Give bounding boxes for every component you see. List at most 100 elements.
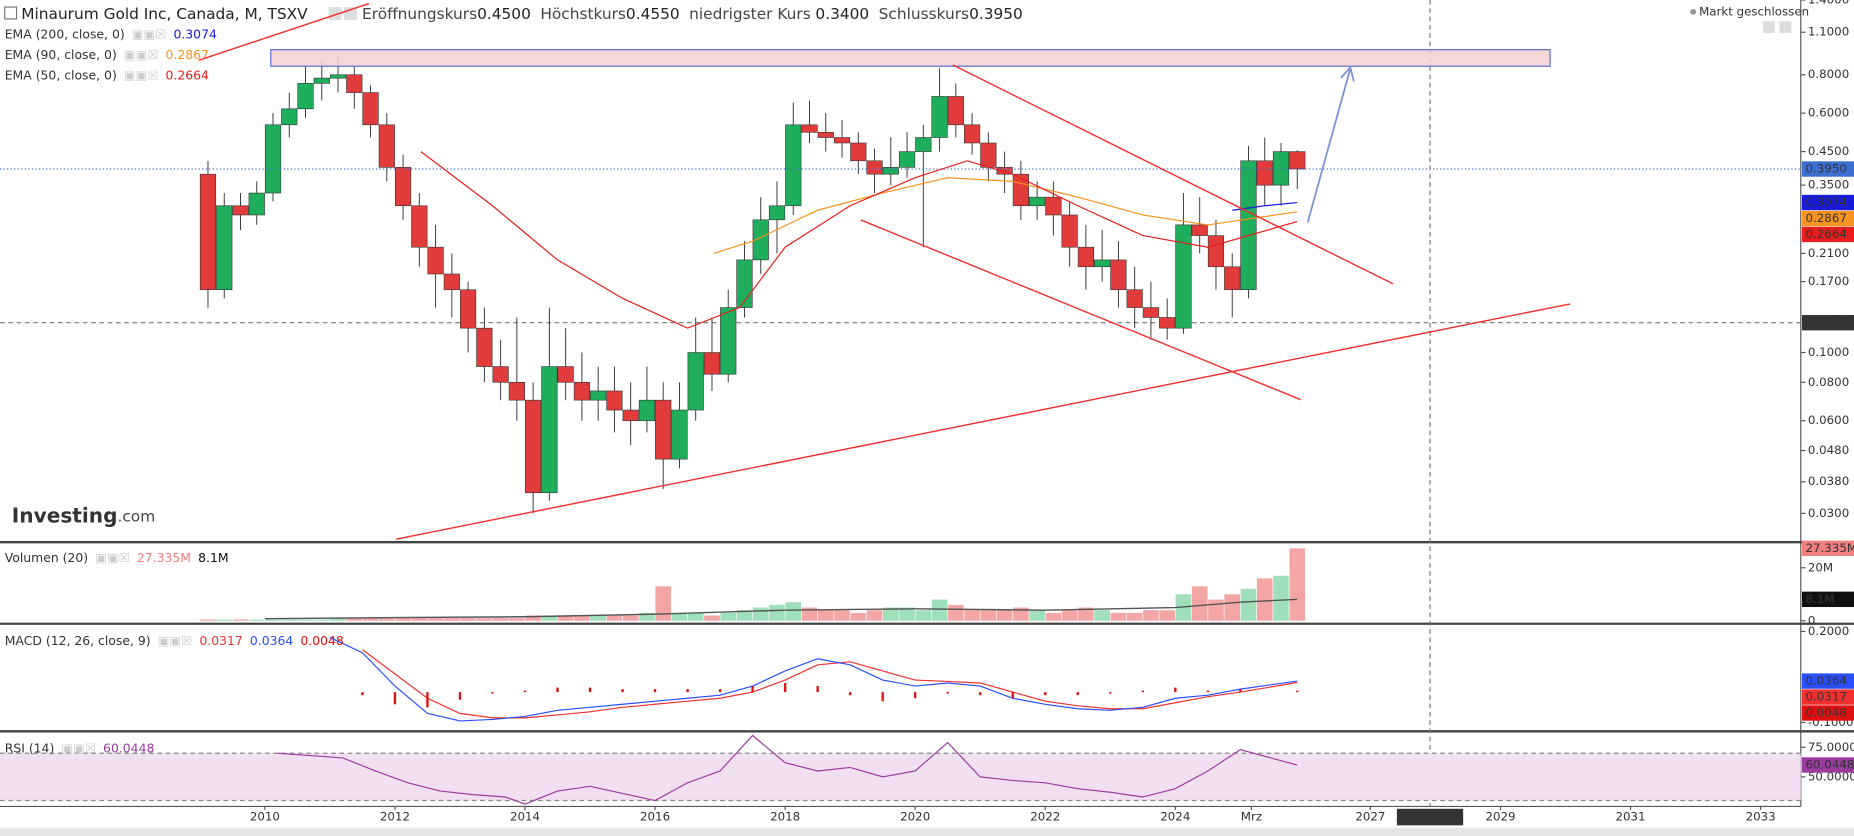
volume-bar [590, 615, 606, 621]
candle-body [1077, 246, 1094, 268]
candle-body [329, 74, 347, 79]
histogram-bar [361, 692, 364, 696]
legend-icons: ▣▣☒ [132, 26, 167, 41]
trend-line [198, 2, 370, 61]
status-dot [1690, 8, 1697, 15]
candle-body [378, 124, 395, 168]
volume-bar [395, 618, 411, 621]
value-label-bg [1801, 540, 1854, 557]
ema-line [420, 151, 1298, 329]
legend-value: 0.3074 [173, 26, 217, 41]
candle-body [411, 205, 428, 248]
icon[interactable] [1779, 21, 1792, 34]
legend: Volumen (20) ▣▣☒ 27.335M 8.1M [5, 550, 229, 565]
ohlc-value: 0.4550 [626, 5, 680, 23]
y-tick-label: 0.0600 [1808, 413, 1849, 427]
value-label: 27.335M [1806, 541, 1854, 555]
y-tick-label: 0.8000 [1808, 67, 1849, 81]
y-tick-label: 0 [1808, 613, 1816, 627]
candle-body [915, 137, 932, 152]
legend-value: 0.0317 [199, 632, 242, 647]
candle-body [866, 160, 883, 175]
volume-bar [834, 610, 850, 621]
pane: 0 20M [200, 548, 1833, 627]
histogram-bar [393, 692, 397, 705]
volume-bar [801, 607, 818, 621]
volume-bar [687, 612, 704, 621]
target-arrow-head [1340, 65, 1355, 82]
y-tick-label: 0.3500 [1808, 178, 1849, 192]
histogram-bar [1011, 692, 1014, 699]
histogram-bar [946, 692, 949, 694]
y-tick-label: 0.0300 [1808, 506, 1849, 520]
candle-body [525, 399, 542, 494]
volume-bar [411, 618, 428, 621]
candle-body [362, 92, 379, 126]
volume-bar [460, 618, 476, 621]
value-label-bg [1801, 161, 1854, 177]
volume-bar [931, 599, 948, 621]
volume-bar [1289, 548, 1306, 621]
legend-value: 0.0364 [250, 632, 294, 647]
volume-bar [1240, 588, 1257, 621]
ohlc-value: 0.3400 [815, 5, 869, 23]
volume-bar [883, 607, 899, 621]
histogram-bar [1174, 687, 1177, 693]
legend-value: 60.0448 [103, 740, 154, 755]
value-label: 60.0448 [1806, 757, 1854, 771]
value-label: 0.2664 [1806, 227, 1847, 241]
volume-bar [1273, 575, 1289, 621]
legend-icons: ▣▣☒ [61, 740, 96, 755]
candle-body [980, 142, 997, 168]
candle-body [492, 366, 509, 383]
histogram-bar [458, 692, 462, 700]
y-tick-label: 0.0800 [1808, 375, 1849, 389]
volume-ma [264, 598, 1298, 620]
legend-value: 8.1M [198, 550, 228, 565]
indicator-line [277, 734, 1298, 805]
value-label: 0.3074 [1806, 195, 1847, 209]
logo-suffix: .com [117, 507, 155, 525]
candle-body [459, 289, 477, 329]
volume-bar [817, 610, 834, 621]
ohlc-label: Höchstkurs [540, 5, 626, 23]
volume-bar [476, 618, 493, 621]
y-tick-label: 0.2000 [1808, 624, 1849, 638]
value-label-bg [1801, 210, 1854, 227]
candle-body [199, 173, 217, 291]
y-tick-label: 50.0000 [1808, 769, 1854, 783]
legend-name: EMA (200, close, 0) [5, 26, 125, 41]
legend-icons: ▣▣☒ [158, 632, 193, 647]
volume-bar [785, 602, 802, 621]
logo-main: Investing [12, 503, 118, 527]
icon[interactable] [328, 7, 342, 21]
legend: RSI (14) ▣▣☒ 60.0448 [5, 740, 155, 755]
candle-body [817, 131, 834, 138]
legend: MACD (12, 26, close, 9) ▣▣☒ 0.0317 0.0364 0.… [5, 632, 344, 647]
support-line [395, 303, 1571, 540]
candle-body [1110, 259, 1127, 291]
indicator-line [329, 636, 1298, 722]
collapse-icon[interactable] [4, 6, 18, 20]
legend: EMA (90, close, 0) ▣▣☒ 0.2867 [5, 46, 209, 61]
candle-body [394, 167, 412, 207]
ema-line [713, 177, 1298, 254]
value-label-bg [1801, 757, 1854, 773]
crosshair-x-label-bg [1396, 808, 1464, 826]
icon[interactable] [1762, 21, 1775, 34]
histogram-bar [426, 692, 429, 708]
pane: 50.0000 75.0000 2010 2012 2014 2016 2018 2020 20… [0, 734, 1854, 824]
x-tick-label: 2022 [1030, 810, 1060, 824]
ohlc-label: Schlusskurs [879, 5, 969, 23]
candle-body [752, 219, 769, 261]
x-tick-label: 2031 [1616, 810, 1646, 824]
y-tick-label: 0.2100 [1808, 246, 1849, 260]
candle-body [963, 124, 981, 144]
volume-bar [639, 612, 655, 621]
histogram-bar [621, 689, 624, 693]
candle-body [216, 205, 233, 291]
candle-body [590, 390, 607, 401]
legend-icons: ▣▣☒ [95, 550, 130, 565]
value-label: 0.0317 [1806, 690, 1847, 704]
